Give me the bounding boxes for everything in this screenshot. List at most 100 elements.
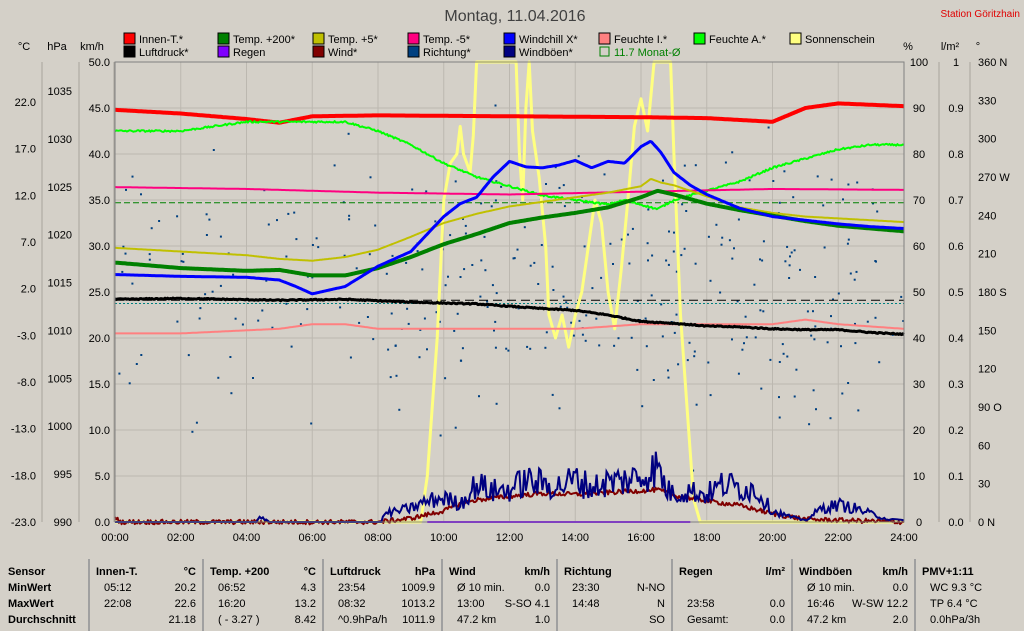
direction-dot — [786, 245, 789, 248]
stat-column-unit: km/h — [882, 566, 908, 578]
tick-label-time: 18:00 — [693, 532, 721, 544]
direction-dot — [135, 363, 138, 365]
direction-dot — [636, 299, 639, 302]
stat-cell-time: ^0.9hPa/h — [338, 614, 388, 626]
direction-dot — [584, 339, 587, 342]
direction-dot — [124, 252, 127, 255]
direction-dot — [667, 376, 670, 379]
direction-dot — [349, 356, 352, 359]
tick-label-time: 22:00 — [824, 532, 852, 544]
direction-dot — [391, 254, 394, 257]
stat-column-unit: km/h — [524, 566, 550, 578]
direction-dot — [878, 361, 881, 364]
direction-dot — [257, 319, 260, 322]
tick-label-time: 04:00 — [233, 532, 261, 544]
direction-dot — [683, 164, 686, 167]
stat-column-unit: hPa — [414, 566, 435, 578]
stat-cell-time: 23:58 — [687, 598, 715, 610]
direction-dot — [494, 320, 497, 323]
direction-dot — [788, 277, 791, 279]
legend-swatch — [503, 32, 516, 45]
direction-dot — [673, 331, 676, 334]
direction-dot — [261, 309, 264, 312]
direction-dot — [158, 220, 161, 222]
tick-label-lm2: 0.4 — [948, 333, 963, 345]
direction-dot — [276, 219, 278, 222]
direction-dot — [591, 287, 594, 290]
direction-dot — [686, 359, 689, 362]
tick-label-kmh: 45.0 — [89, 103, 110, 115]
direction-dot — [187, 354, 190, 357]
direction-dot — [491, 284, 494, 287]
direction-dot — [208, 218, 211, 221]
stat-column: Innen-T. °C 05:12 20.2 22:08 22.6 21.18 — [88, 559, 202, 631]
stat-avg-label: Durchschnitt — [8, 614, 76, 626]
direction-dot — [434, 220, 437, 223]
tick-label-time: 24:00 — [890, 532, 918, 544]
stat-cell-time: 47.2 km — [807, 614, 847, 626]
tick-label-hpa: 1015 — [48, 278, 72, 290]
direction-dot — [212, 149, 215, 151]
stat-column-title: Regen — [679, 566, 713, 578]
direction-dot — [333, 164, 336, 167]
direction-dot — [793, 395, 796, 398]
direction-dot — [389, 376, 392, 379]
direction-dot — [232, 273, 235, 276]
direction-dot — [293, 211, 296, 214]
direction-dot — [840, 345, 842, 348]
direction-dot — [667, 263, 670, 266]
direction-dot — [285, 255, 288, 258]
direction-dot — [537, 283, 540, 285]
direction-dot — [810, 334, 813, 337]
series-line — [115, 186, 904, 196]
direction-dot — [645, 345, 648, 348]
direction-dot — [759, 309, 762, 312]
direction-dot — [453, 329, 456, 332]
tick-label-kmh: 15.0 — [89, 379, 110, 391]
tick-label-time: 12:00 — [496, 532, 524, 544]
direction-dot — [786, 355, 789, 358]
direction-dot — [841, 392, 844, 395]
direction-dot — [772, 180, 775, 182]
stat-cell-value: 13.2 — [294, 598, 316, 610]
tick-label-degrees: 90 O — [978, 402, 1002, 414]
direction-dot — [694, 262, 697, 265]
direction-dot — [148, 253, 151, 256]
direction-dot — [652, 379, 655, 381]
direction-dot — [517, 307, 520, 310]
axis-labels: 22.0 17.0 12.0 7.0 2.0 -3.0 -8.0 -13.0 -18.0 -23.… — [11, 57, 1010, 544]
tick-label-percent: 40 — [913, 333, 925, 345]
direction-dot — [486, 306, 489, 308]
stat-cell-value: 0.0 — [769, 614, 785, 626]
direction-dot — [204, 293, 207, 296]
legend-swatch — [599, 46, 610, 57]
sunshine-series — [115, 60, 904, 524]
tick-label-celsius: -13.0 — [11, 424, 36, 436]
legend-swatch — [503, 45, 516, 58]
direction-dot — [444, 284, 447, 287]
direction-dot — [122, 245, 125, 248]
stat-min-label: MinWert — [8, 582, 52, 594]
direction-dot — [585, 314, 588, 317]
direction-dot — [872, 202, 874, 205]
tick-label-percent: 10 — [913, 471, 925, 483]
direction-dot — [644, 317, 647, 320]
direction-dot — [628, 262, 631, 265]
direction-dot — [641, 405, 644, 408]
direction-dot — [552, 289, 555, 291]
direction-dot — [500, 185, 503, 188]
direction-dot — [874, 316, 877, 319]
direction-dot — [411, 188, 414, 191]
direction-dot — [195, 421, 198, 424]
direction-dot — [495, 180, 498, 183]
stat-cell-value: N-NO — [636, 582, 665, 594]
direction-dot — [581, 333, 584, 336]
direction-dot — [480, 259, 483, 262]
direction-dot — [131, 175, 134, 178]
direction-dot — [419, 328, 422, 331]
direction-dot — [198, 317, 201, 320]
legend-label: Sonnenschein — [805, 34, 875, 46]
axis-header-right: ° — [976, 41, 980, 53]
direction-dot — [566, 306, 569, 309]
direction-dot — [636, 368, 639, 371]
